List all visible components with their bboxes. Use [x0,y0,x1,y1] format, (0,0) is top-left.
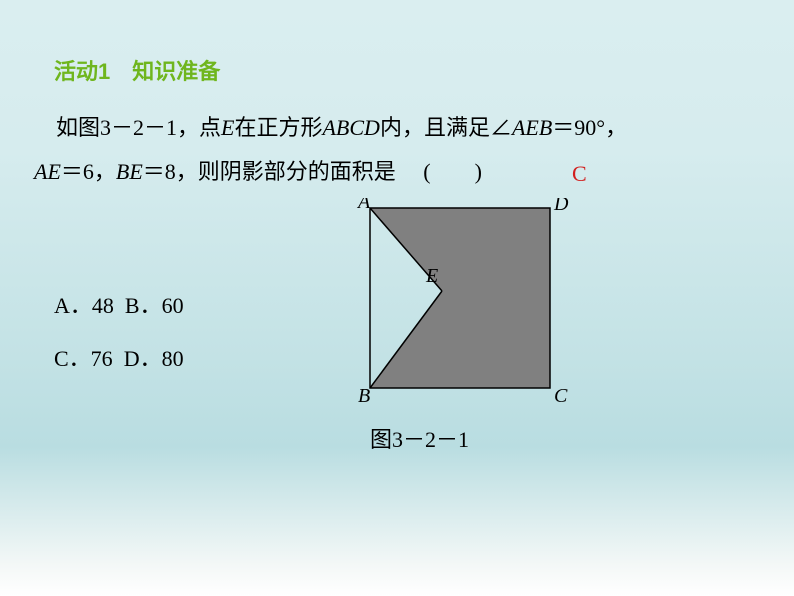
text-seg: ＝6， [61,159,116,184]
option-row-1: A．48 B．60 [54,280,184,333]
var-ABCD: ABCD [322,115,379,140]
var-BE: BE [116,159,143,184]
text-seg: ＝8，则阴影部分的面积是 ( ) [143,159,482,184]
label-e: E [425,265,438,287]
figure-caption: 图3－2－1 [370,422,469,454]
options-block: A．48 B．60 C．76 D．80 [54,280,184,386]
text-seg: 如图3－2－1，点 [56,115,221,140]
option-b: B．60 [125,293,184,318]
var-AE: AE [34,159,61,184]
var-AEB: AEB [512,115,552,140]
label-b: B [358,385,370,407]
option-row-2: C．76 D．80 [54,333,184,386]
var-E: E [221,115,234,140]
text-seg: ＝90°， [552,115,627,140]
text-seg: 内，且满足∠ [380,115,512,140]
geometry-figure: A D B C E [330,198,570,418]
answer-letter: C [550,152,587,196]
label-c: C [554,385,568,407]
shaded-region [370,208,550,388]
option-d: D．80 [124,346,184,371]
option-c: C．76 [54,346,113,371]
text-seg: 在正方形 [234,115,322,140]
activity-heading: 活动1 知识准备 [54,54,220,86]
option-a: A．48 [54,293,114,318]
problem-text: 如图3－2－1，点E在正方形ABCD内，且满足∠AEB＝90°， AE＝6，BE… [34,106,754,194]
label-d: D [553,198,569,215]
label-a: A [356,198,371,213]
